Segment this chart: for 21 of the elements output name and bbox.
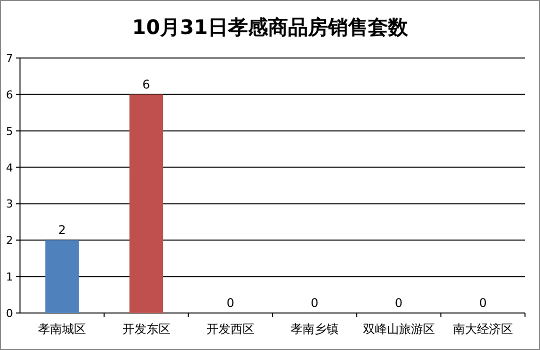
x-tick-label: 开发东区 — [122, 322, 170, 336]
data-label: 2 — [58, 223, 66, 238]
y-tick-label: 4 — [6, 161, 13, 174]
y-tick-label: 0 — [6, 307, 13, 320]
x-tick-label: 双峰山旅游区 — [362, 322, 435, 336]
y-tick-label: 6 — [6, 88, 13, 102]
chart-title: 10月31日孝感商品房销售套数 — [132, 15, 409, 39]
x-tick-label: 孝南乡镇 — [290, 322, 339, 336]
y-tick-label: 5 — [6, 124, 13, 138]
y-tick-label: 1 — [6, 270, 13, 284]
y-tick-label: 7 — [6, 52, 13, 65]
data-label: 0 — [226, 296, 234, 310]
data-label: 0 — [394, 296, 403, 310]
data-label: 0 — [479, 296, 487, 310]
data-label: 0 — [310, 296, 318, 310]
x-tick-label: 南大经济区 — [452, 322, 513, 336]
y-tick-label: 3 — [6, 198, 13, 211]
x-tick-label: 开发西区 — [206, 322, 254, 336]
data-label: 6 — [142, 77, 150, 92]
x-tick-label: 孝南城区 — [38, 322, 86, 336]
y-tick-label: 2 — [6, 234, 13, 248]
